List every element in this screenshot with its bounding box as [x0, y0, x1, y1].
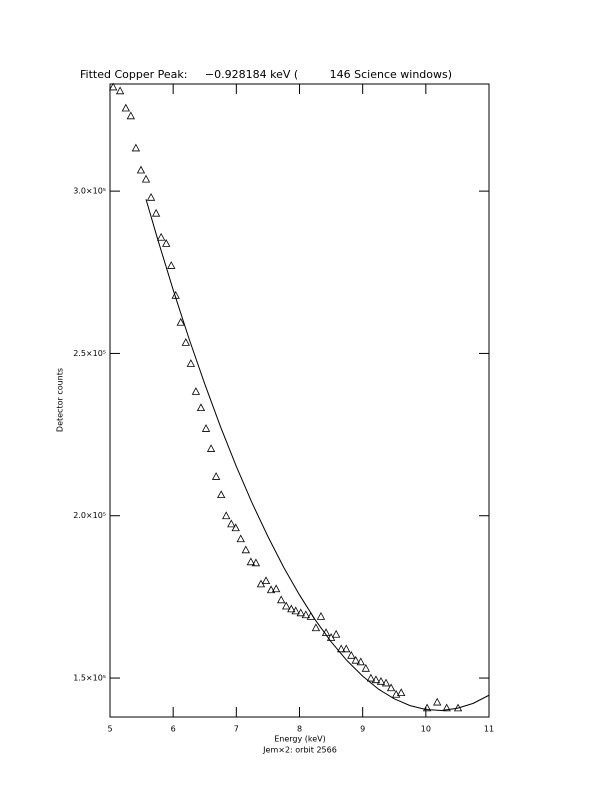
data-point — [316, 612, 326, 620]
x-tick-label: 8 — [297, 725, 302, 734]
y-tick-label: 2.0×10⁵ — [73, 511, 106, 520]
data-point — [301, 610, 310, 619]
data-point — [141, 174, 151, 183]
data-point — [361, 663, 370, 672]
data-point — [227, 519, 236, 528]
data-point — [126, 111, 136, 120]
data-point — [151, 208, 161, 217]
data-point — [246, 557, 256, 566]
data-point — [191, 387, 201, 395]
data-point — [331, 629, 341, 638]
data-point — [251, 558, 261, 567]
chart-title: Fitted Copper Peak: −0.928184 keV ( 146 … — [80, 68, 452, 81]
data-point — [196, 403, 206, 412]
x-tick-label: 7 — [234, 725, 239, 734]
data-point — [115, 86, 125, 95]
data-point — [217, 490, 226, 499]
data-point — [311, 623, 321, 632]
data-point — [391, 689, 401, 698]
y-tick-label: 2.5×10⁵ — [73, 349, 106, 358]
data-point — [136, 165, 146, 174]
data-point — [381, 678, 391, 687]
data-point — [397, 688, 406, 697]
fit-curve — [145, 199, 490, 712]
x-tick-label: 10 — [421, 725, 431, 734]
data-point — [186, 359, 196, 367]
data-point — [162, 239, 171, 247]
y-tick-label: 1.5×10⁵ — [73, 674, 106, 683]
data-point — [231, 523, 240, 532]
data-point — [211, 472, 221, 480]
data-point — [287, 604, 296, 613]
data-point — [337, 644, 346, 653]
data-point — [342, 644, 351, 653]
data-point — [296, 608, 305, 617]
data-point — [347, 650, 356, 659]
data-point — [376, 676, 386, 685]
x-tick-label: 5 — [107, 725, 112, 734]
data-point — [386, 683, 396, 692]
data-point — [236, 534, 245, 543]
data-point — [121, 103, 130, 112]
data-point — [176, 317, 185, 326]
x-tick-label: 9 — [360, 725, 365, 734]
data-point — [206, 444, 216, 452]
subtitle: Jem×2: orbit 2566 — [262, 746, 337, 755]
data-point — [371, 675, 381, 684]
data-point — [181, 338, 190, 346]
data-point — [422, 703, 432, 712]
data-point — [201, 424, 211, 432]
data-point — [291, 606, 300, 615]
x-axis-label: Energy (keV) — [274, 735, 326, 744]
data-point — [131, 143, 141, 152]
data-point — [277, 595, 286, 604]
data-point — [241, 545, 250, 554]
data-point — [282, 601, 291, 610]
data-point — [222, 511, 231, 520]
data-point — [271, 584, 281, 593]
data-point — [433, 697, 442, 706]
data-point — [156, 232, 166, 241]
data-point — [356, 657, 365, 666]
data-point — [146, 192, 156, 201]
data-point — [366, 673, 376, 682]
data-point — [442, 703, 451, 712]
data-point — [167, 261, 176, 269]
x-tick-label: 6 — [171, 725, 176, 734]
y-axis-label: Detector counts — [56, 368, 65, 432]
x-tick-label: 11 — [484, 725, 494, 734]
data-point — [266, 585, 276, 594]
y-tick-label: 3.0×10⁵ — [73, 187, 106, 196]
data-point — [108, 82, 118, 91]
data-point — [351, 655, 360, 664]
data-point — [261, 576, 271, 585]
